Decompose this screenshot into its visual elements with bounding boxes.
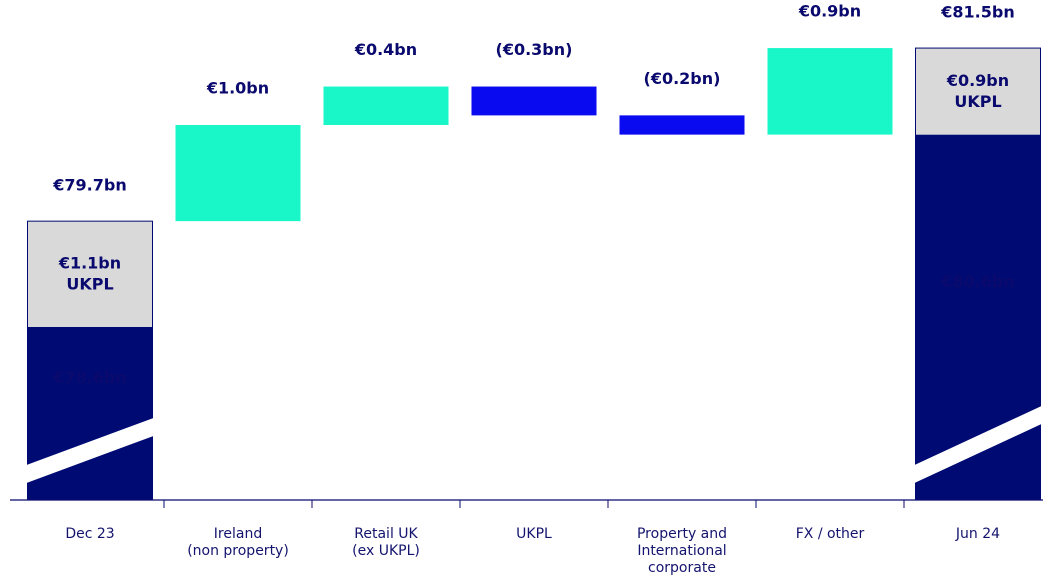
upper-name: UKPL [66, 275, 113, 294]
axis-break [26, 418, 154, 483]
axis-breaks [26, 406, 1042, 483]
total-upper-bar [27, 221, 153, 327]
increase-bar [767, 48, 893, 135]
x-tick-label: Ireland (non property) [187, 526, 289, 559]
upper-name: UKPL [954, 92, 1001, 111]
value-label: (€0.3bn) [496, 40, 573, 59]
x-tick-label: UKPL [516, 526, 552, 542]
labels: €79.7bn €78.6bn €1.1bn UKPL €1.0bn €0.4bn (€0.… [52, 2, 1014, 387]
x-tick-label: Jun 24 [955, 526, 1001, 542]
total-label: €79.7bn [52, 176, 126, 195]
x-ticks [163, 500, 905, 508]
x-tick-label: Retail UK (ex UKPL) [352, 526, 420, 559]
value-label: (€0.2bn) [644, 69, 721, 88]
increase-bar [175, 125, 301, 222]
increase-bar [323, 86, 449, 125]
bars [27, 47, 1041, 501]
upper-label: €1.1bn [58, 254, 121, 273]
total-label: €81.5bn [940, 3, 1014, 22]
x-tick-label: Dec 23 [65, 526, 115, 542]
value-label: €1.0bn [206, 79, 269, 98]
base-label: €78.6bn [52, 368, 126, 387]
decrease-bar [619, 115, 745, 135]
decrease-bar [471, 86, 597, 116]
x-tick-label: Property and International corporate [636, 526, 728, 576]
value-label: €0.9bn [798, 2, 861, 21]
axis-break [914, 406, 1042, 483]
total-upper-bar [915, 48, 1041, 135]
base-label: €80.6bn [940, 272, 1014, 291]
value-label: €0.4bn [354, 40, 417, 59]
x-tick-label: FX / other [795, 526, 865, 542]
upper-label: €0.9bn [946, 71, 1009, 90]
